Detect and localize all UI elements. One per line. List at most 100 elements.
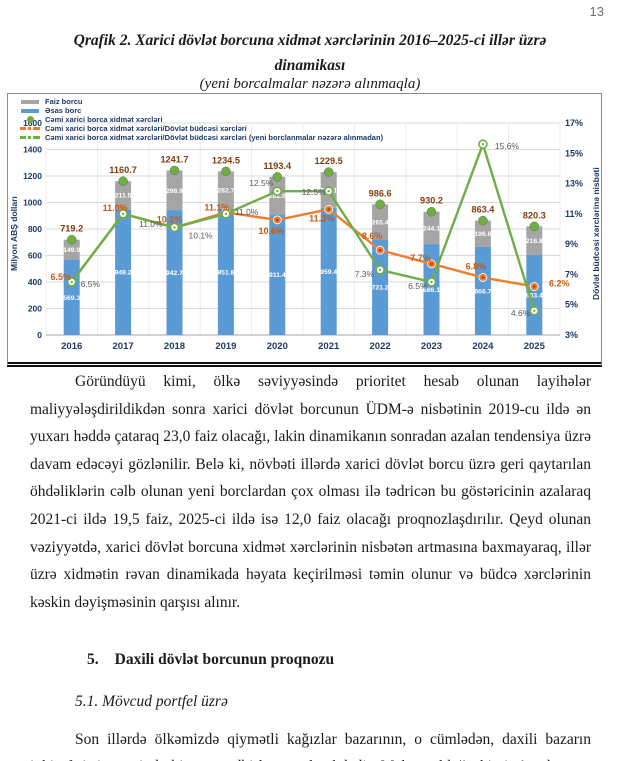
green-marker-dot <box>121 212 125 216</box>
green-marker-dot <box>70 280 73 284</box>
bar-main-debt <box>320 207 337 335</box>
legend-label: Cəmi xarici borca xidmət xərcləri/Dövlət… <box>45 124 247 133</box>
bar-interest-debt <box>474 220 491 247</box>
orange-pct-label: 11.0% <box>103 203 128 213</box>
total-label: 1241.7 <box>160 154 188 164</box>
right-axis-tick: 15% <box>565 148 583 158</box>
subsection-heading: 5.1. Mövcud portfel üzrə <box>75 692 228 710</box>
figure-subtitle: (yeni borcalmalar nəzərə alınmaqla) <box>199 76 421 92</box>
orange-marker-dot <box>327 208 331 211</box>
bar-interest-debt <box>115 181 132 210</box>
bar-value-label: 265.4 <box>372 219 389 226</box>
section-heading: 5. Daxili dövlət borcunun proqnozu <box>87 646 591 674</box>
total-point <box>478 215 488 226</box>
orange-pct-label: 10.6% <box>259 226 285 236</box>
green-marker-dot <box>327 189 330 193</box>
bar-value-label: 911.4 <box>269 272 286 279</box>
bar-main-debt <box>423 244 440 335</box>
green-marker-dot <box>481 143 485 146</box>
total-label: 863.4 <box>471 205 495 215</box>
green-pct-label: 11.0% <box>139 219 163 229</box>
green-dot-swatch-icon <box>20 116 40 123</box>
left-axis-title: Milyon ABŞ dolları <box>9 196 19 272</box>
total-point <box>375 199 385 210</box>
bar-value-label: 196.6 <box>474 231 491 238</box>
green-pct-label: 4.6% <box>511 308 531 318</box>
bar-value-label: 211.5 <box>115 193 132 200</box>
bar-value-label: 244.1 <box>423 225 440 232</box>
orange-marker-dot <box>481 276 485 279</box>
bar-value-label: 686.1 <box>423 287 440 294</box>
legend-label: Cəmi xarici borca xidmət xərcləri <box>45 115 163 124</box>
green-pct-label: 7.3% <box>355 269 375 279</box>
right-axis-title: Dövlət büdcəsi xərclərinə nisbəti <box>591 167 601 301</box>
left-axis-tick: 600 <box>28 251 42 261</box>
bar-value-label: 569.3 <box>63 295 80 302</box>
bar-value-label: 603.4 <box>526 293 543 300</box>
bar-value-label: 282.7 <box>217 188 234 195</box>
green-pct-label: 12.5% <box>302 187 327 197</box>
green-marker-dot <box>430 280 433 284</box>
legend-label: Faiz borcu <box>45 97 83 106</box>
x-axis-year: 2022 <box>370 341 391 352</box>
paragraph-1: Göründüyü kimi, ölkə səviyyəsində priori… <box>30 373 591 611</box>
total-label: 719.2 <box>60 224 83 234</box>
orange-pct-label: 10.1% <box>157 214 183 224</box>
total-point <box>323 167 334 177</box>
section-number: 5. <box>87 651 99 669</box>
left-axis-tick: 800 <box>28 224 42 234</box>
total-point <box>221 166 231 177</box>
bar-interest-debt <box>423 211 440 245</box>
green-marker-dot <box>276 189 279 193</box>
bar-value-label: 949.2 <box>115 270 132 277</box>
left-axis-tick: 1600 <box>23 118 42 128</box>
orange-pct-label: 11.3% <box>309 213 334 223</box>
section-title: Daxili dövlət borcunun proqnozu <box>114 651 335 669</box>
legend-item-cemi-xidmet: Cəmi xarici borca xidmət xərcləri <box>20 115 383 124</box>
right-axis-tick: 7% <box>565 269 578 279</box>
bar-value-label: 959.4 <box>320 269 337 276</box>
green-marker-dot <box>533 309 536 312</box>
legend-label: Cəmi xarici borca xidmət xərcləri/Dövlət… <box>45 133 384 142</box>
bar-interest-debt <box>217 171 234 209</box>
bar-main-debt <box>166 210 183 335</box>
green-pct-label: 12.5% <box>249 178 274 188</box>
orange-pct-label: 7.7% <box>410 253 431 263</box>
chart-canvas: 0 200 400 600 800 1000 1200 1400 1600 3% 5% 7% 9% 11%… <box>23 118 583 352</box>
orange-pct-label: 8.6% <box>362 231 383 241</box>
bar-value-label: 951.8 <box>217 269 234 276</box>
total-label: 986.6 <box>369 188 392 198</box>
blue-bar-swatch-icon <box>20 108 40 113</box>
body-text: Göründüyü kimi, ölkə səviyyəsində priori… <box>30 368 591 761</box>
x-axis-year: 2018 <box>164 341 185 352</box>
gray-bar-swatch-icon <box>20 99 40 104</box>
green-pct-label: 11.0% <box>235 207 259 217</box>
x-axis-year: 2024 <box>472 341 494 352</box>
x-axis-year: 2016 <box>61 341 82 352</box>
green-marker-dot <box>173 226 176 229</box>
right-axis-tick: 5% <box>565 300 578 310</box>
right-axis-tick: 9% <box>565 239 578 249</box>
green-marker-dot <box>224 212 228 216</box>
bar-interest-debt <box>526 226 543 256</box>
total-point <box>66 234 77 245</box>
legend-item-ratio-no-new-borrowing: Cəmi xarici borca xidmət xərcləri/Dövlət… <box>20 133 383 142</box>
figure-title: Qrafik 2. Xarici dövlət borcuna xidmət x… <box>73 32 547 74</box>
bar-value-label: 298.9 <box>166 188 183 195</box>
bar-interest-debt <box>63 239 80 260</box>
green-dashdot-swatch-icon <box>20 136 40 139</box>
total-point <box>169 165 180 176</box>
legend-item-faiz-borcu: Faiz borcu <box>20 97 383 106</box>
bar-value-label: 216.8 <box>526 238 543 245</box>
total-label: 1229.5 <box>315 156 343 166</box>
orange-pct-label: 6.2% <box>549 279 570 289</box>
total-point <box>118 176 128 186</box>
legend-item-ratio: Cəmi xarici borca xidmət xərcləri/Dövlət… <box>20 124 383 133</box>
total-label: 820.3 <box>523 210 546 220</box>
orange-pct-label: 6.5% <box>50 272 71 282</box>
orange-marker-dot <box>533 285 536 288</box>
bar-main-debt <box>526 255 543 335</box>
left-axis-tick: 1000 <box>23 198 42 208</box>
x-axis-year: 2019 <box>215 341 236 352</box>
